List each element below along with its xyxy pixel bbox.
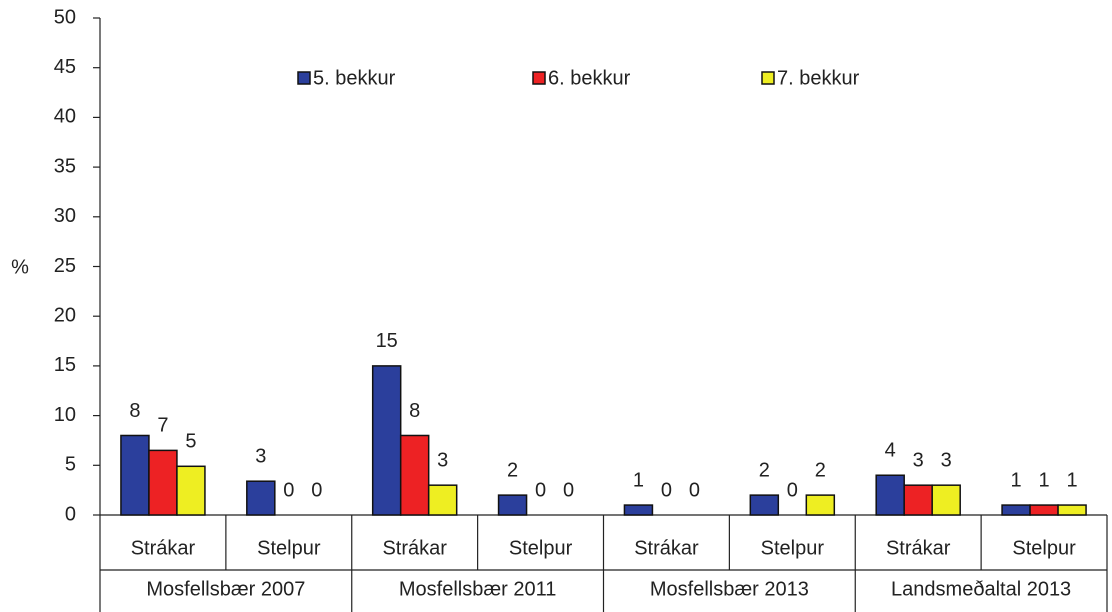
bar bbox=[623, 504, 654, 516]
bar bbox=[1001, 504, 1031, 516]
value-label: 1 bbox=[633, 469, 644, 491]
value-label: 0 bbox=[563, 479, 574, 501]
bar bbox=[176, 465, 206, 516]
x-tick-label: Stelpur bbox=[509, 537, 573, 559]
bar bbox=[399, 434, 430, 516]
value-label: 0 bbox=[535, 479, 546, 501]
bar bbox=[875, 474, 905, 516]
y-tick-label: 50 bbox=[54, 6, 76, 28]
value-label: 3 bbox=[913, 449, 924, 471]
value-label: 2 bbox=[815, 459, 826, 481]
y-tick-label: 30 bbox=[54, 205, 76, 227]
legend-label: 7. bekkur bbox=[777, 67, 860, 89]
value-label: 0 bbox=[689, 479, 700, 501]
bar bbox=[371, 365, 402, 516]
bar bbox=[497, 494, 528, 516]
bar bbox=[246, 480, 276, 516]
x-tick-label: Strákar bbox=[634, 537, 699, 559]
bar bbox=[427, 484, 458, 516]
group-label: Mosfellsbær 2007 bbox=[146, 578, 305, 600]
x-tick-label: Stelpur bbox=[761, 537, 825, 559]
bar bbox=[148, 449, 178, 516]
value-label: 2 bbox=[507, 459, 518, 481]
y-tick-label: 25 bbox=[54, 255, 76, 277]
value-label: 5 bbox=[185, 431, 196, 453]
y-axis-label: % bbox=[11, 256, 29, 278]
group-label: Mosfellsbær 2011 bbox=[399, 578, 556, 600]
bar bbox=[1029, 504, 1059, 516]
value-label: 15 bbox=[376, 330, 398, 352]
x-tick-label: Strákar bbox=[886, 537, 951, 559]
value-label: 7 bbox=[157, 415, 168, 437]
x-tick-label: Stelpur bbox=[257, 537, 321, 559]
y-tick-label: 35 bbox=[54, 155, 76, 177]
value-label: 2 bbox=[759, 459, 770, 481]
value-label: 0 bbox=[787, 479, 798, 501]
value-label: 1 bbox=[1067, 469, 1078, 491]
legend-swatch bbox=[297, 71, 311, 85]
bar bbox=[1057, 504, 1087, 516]
value-label: 0 bbox=[661, 479, 672, 501]
x-tick-label: Strákar bbox=[131, 537, 196, 559]
legend-label: 5. bekkur bbox=[313, 67, 396, 89]
y-tick-label: 45 bbox=[54, 56, 76, 78]
value-label: 0 bbox=[311, 479, 322, 501]
value-label: 3 bbox=[941, 449, 952, 471]
y-tick-label: 0 bbox=[65, 503, 76, 525]
value-label: 3 bbox=[255, 445, 266, 467]
bar bbox=[805, 494, 836, 516]
legend-swatch bbox=[761, 71, 775, 85]
value-label: 8 bbox=[129, 400, 140, 422]
y-tick-label: 40 bbox=[54, 106, 76, 128]
bar bbox=[903, 484, 933, 516]
value-label: 8 bbox=[409, 400, 420, 422]
bar bbox=[931, 484, 961, 516]
value-label: 1 bbox=[1039, 469, 1050, 491]
y-tick-label: 20 bbox=[54, 304, 76, 326]
y-tick-label: 10 bbox=[54, 404, 76, 426]
bar bbox=[749, 494, 780, 516]
bar bbox=[120, 434, 150, 516]
legend-label: 6. bekkur bbox=[548, 67, 631, 89]
group-label: Mosfellsbær 2013 bbox=[650, 578, 809, 600]
y-tick-label: 5 bbox=[65, 454, 76, 476]
value-label: 3 bbox=[437, 449, 448, 471]
value-label: 1 bbox=[1011, 469, 1022, 491]
legend-swatch bbox=[532, 71, 546, 85]
value-label: 0 bbox=[283, 479, 294, 501]
x-tick-label: Strákar bbox=[382, 537, 447, 559]
group-label: Landsmeðaltal 2013 bbox=[891, 578, 1071, 600]
x-tick-label: Stelpur bbox=[1012, 537, 1076, 559]
y-tick-label: 15 bbox=[54, 354, 76, 376]
value-label: 4 bbox=[885, 440, 896, 462]
